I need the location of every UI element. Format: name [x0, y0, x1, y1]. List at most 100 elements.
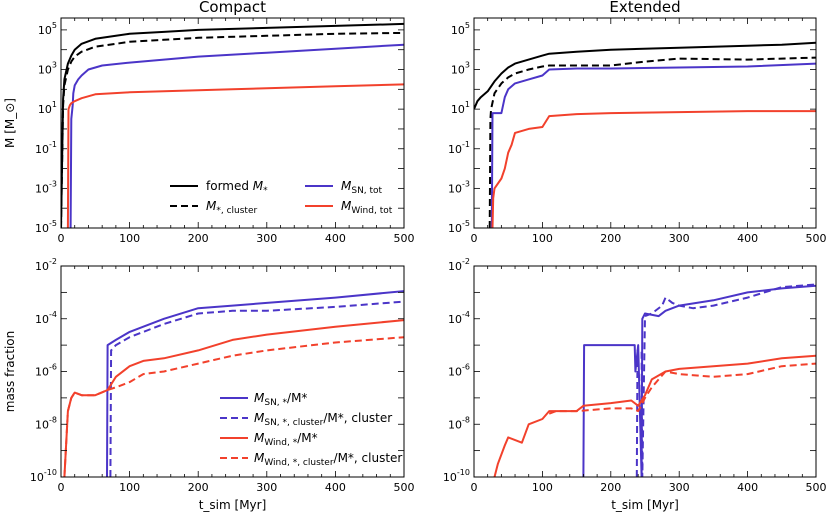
panel-title: Extended [609, 0, 680, 16]
y-tick-label: 10-1 [35, 140, 57, 156]
legend-label-wind-sub: Wind, tot [351, 206, 392, 216]
axes-frame [60, 265, 405, 478]
legend-label-formed-base: M [253, 179, 264, 193]
legend-label-wind: MWind, tot [341, 199, 393, 216]
y-tick-base: 10 [448, 366, 462, 379]
y-tick-exp: -1 [462, 140, 470, 149]
x-tick-label: 400 [737, 481, 758, 494]
legend-label-wind-base: M [254, 431, 265, 445]
series-group [474, 41, 816, 228]
panel-bottom-left: 0 100 200 300 400 50010-1010-810-610-410-2mas… [3, 257, 415, 512]
series-line-wind [491, 110, 816, 228]
legend-label-cluster: M*, cluster [206, 199, 257, 216]
y-tick-base: 10 [35, 418, 49, 431]
series-line-formed [61, 22, 404, 228]
legend-label-sn-base: M [341, 179, 352, 193]
y-tick-label: 10-3 [448, 179, 470, 195]
legend-label-wind-base: M [341, 199, 352, 213]
y-tick-base: 10 [38, 64, 52, 77]
x-tick-label: 100 [119, 481, 140, 494]
x-tick-label: 0 [471, 232, 478, 245]
axes-frame [473, 17, 817, 229]
y-tick-label: 10-4 [448, 310, 470, 326]
y-tick-base: 10 [448, 418, 462, 431]
y-tick-exp: -6 [49, 363, 57, 372]
y-tick-label: 101 [38, 100, 57, 116]
x-axis-label: t_sim [Myr] [611, 498, 679, 512]
y-tick-base: 10 [35, 182, 49, 195]
axes-frame [60, 17, 405, 229]
legend-label-wind: MWind, *, cluster/M*, cluster [254, 451, 402, 468]
x-tick-label: 0 [58, 481, 65, 494]
y-tick-base: 10 [451, 103, 465, 116]
legend-label-sn-sub: SN, * [264, 398, 287, 408]
series-group [61, 22, 404, 228]
y-tick-label: 105 [451, 21, 470, 37]
y-tick-base: 10 [35, 313, 49, 326]
x-tick-label: 300 [256, 481, 277, 494]
x-tick-label: 200 [188, 232, 209, 245]
y-tick-base: 10 [443, 471, 457, 484]
x-tick-label: 0 [471, 481, 478, 494]
series-line-sn [582, 284, 816, 477]
y-tick-exp: 1 [52, 100, 57, 109]
y-tick-exp: -10 [44, 468, 57, 477]
x-tick-label: 100 [532, 232, 553, 245]
legend-label-formed-sub: * [263, 186, 268, 196]
panel-top-right: 0 100 200 300 400 50010-510-310-1101103105Ext… [448, 0, 826, 245]
legend-label-wind-tail: /M* [297, 431, 317, 445]
legend-label-cluster-sub: *, cluster [216, 206, 257, 216]
y-tick-label: 10-6 [448, 363, 470, 379]
y-tick-exp: 1 [465, 100, 470, 109]
y-tick-label: 10-10 [30, 468, 57, 484]
x-tick-label: 300 [669, 481, 690, 494]
x-tick-label: 500 [806, 481, 827, 494]
x-tick-label: 400 [737, 232, 758, 245]
y-tick-exp: -6 [462, 363, 470, 372]
panel-title: Compact [199, 0, 266, 16]
y-tick-exp: -3 [462, 179, 470, 188]
y-tick-label: 103 [38, 61, 57, 77]
series-line-sn-dashed [109, 300, 404, 477]
legend-label-sn-base: M [254, 391, 265, 405]
legend-label-sn-tail: /M* [287, 391, 307, 405]
x-tick-label: 100 [119, 232, 140, 245]
x-axis-label: t_sim [Myr] [199, 498, 267, 512]
x-tick-label: 400 [325, 481, 346, 494]
x-tick-label: 300 [256, 232, 277, 245]
axes-frame [473, 265, 817, 478]
y-tick-label: 10-5 [35, 219, 57, 235]
y-tick-exp: -1 [49, 140, 57, 149]
y-tick-base: 10 [448, 260, 462, 273]
legend-label-sn: MSN, */M* [254, 391, 307, 408]
y-tick-label: 10-2 [35, 257, 57, 273]
legend: MSN, */M*MSN, *, cluster/M*, clusterMWin… [220, 391, 402, 468]
series-line-wind [493, 354, 816, 477]
y-tick-base: 10 [448, 182, 462, 195]
legend-label-sn: MSN, tot [341, 179, 383, 196]
panel-top-left: 0 100 200 300 400 50010-510-310-1101103105Com… [3, 0, 415, 245]
y-tick-label: 101 [451, 100, 470, 116]
y-tick-label: 10-8 [35, 415, 57, 431]
series-line-cluster-dashed [488, 56, 816, 228]
legend-label-formed: formed M* [206, 179, 268, 196]
legend-label-wind-base: M [254, 451, 265, 465]
legend-label-sn: MSN, *, cluster/M*, cluster [254, 411, 392, 428]
legend-label-wind-sub: Wind, * [264, 438, 297, 448]
y-tick-exp: 5 [52, 21, 57, 30]
x-tick-label: 500 [394, 232, 415, 245]
x-tick-label: 500 [806, 232, 827, 245]
y-tick-base: 10 [448, 222, 462, 235]
y-tick-exp: 3 [465, 61, 470, 70]
y-tick-base: 10 [38, 24, 52, 37]
series-group [493, 283, 816, 477]
legend-label-sn-base: M [254, 411, 265, 425]
y-tick-base: 10 [451, 24, 465, 37]
y-tick-exp: -5 [49, 219, 57, 228]
x-tick-label: 500 [394, 481, 415, 494]
y-tick-exp: -5 [462, 219, 470, 228]
legend-label-wind: MWind, */M* [254, 431, 318, 448]
y-tick-base: 10 [35, 260, 49, 273]
x-tick-label: 200 [600, 481, 621, 494]
